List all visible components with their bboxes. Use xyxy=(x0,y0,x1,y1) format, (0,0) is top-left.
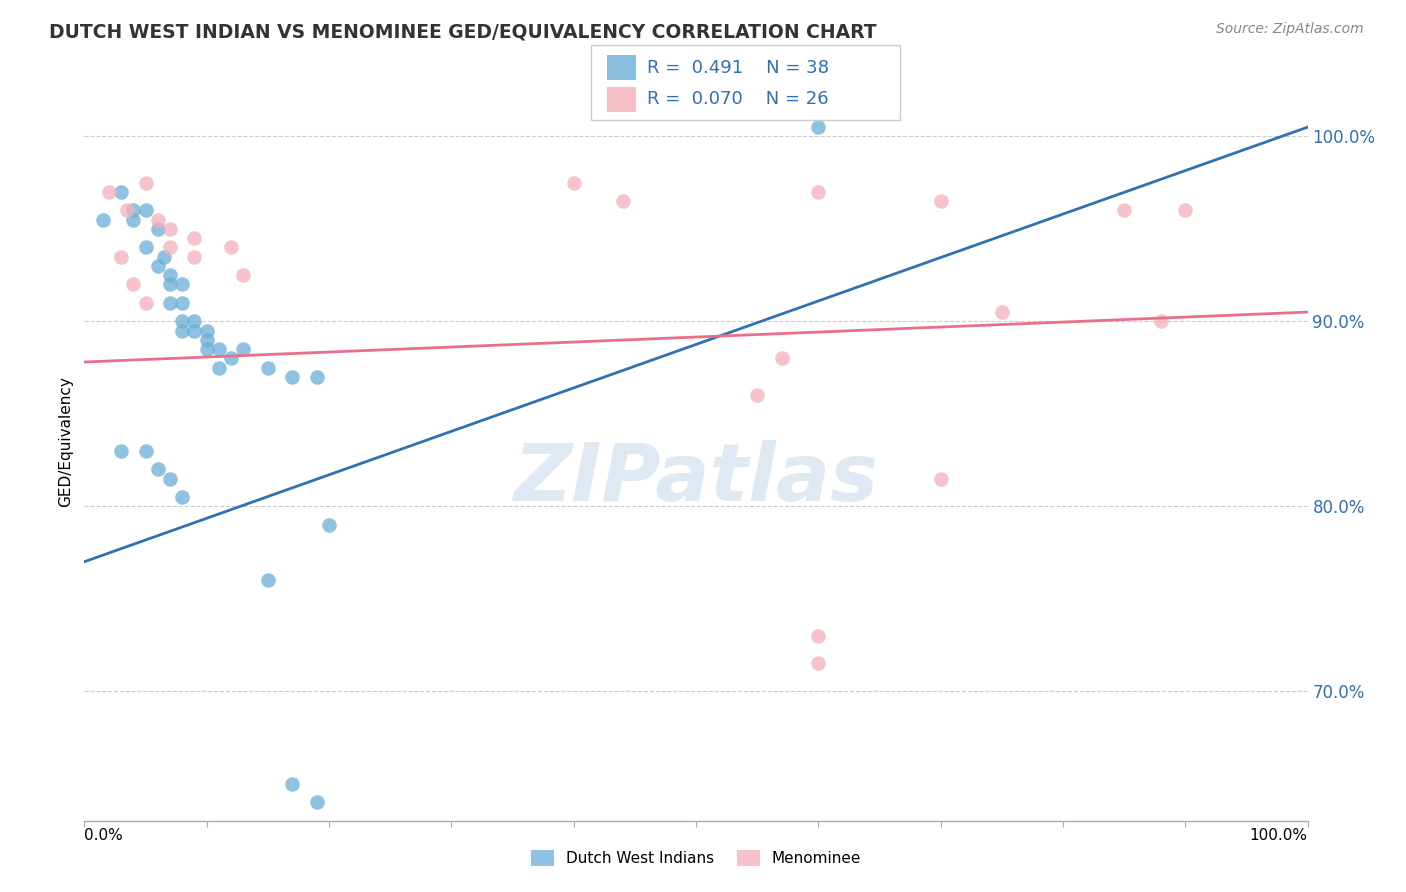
Point xyxy=(281,369,304,384)
Point xyxy=(195,333,218,347)
Text: R =  0.070    N = 26: R = 0.070 N = 26 xyxy=(647,90,828,108)
Point xyxy=(807,629,830,643)
Legend: Dutch West Indians, Menominee: Dutch West Indians, Menominee xyxy=(523,842,869,873)
Point xyxy=(1150,314,1173,328)
Point xyxy=(257,573,280,587)
Point xyxy=(153,250,176,264)
Point xyxy=(257,360,280,375)
Text: ZIPatlas: ZIPatlas xyxy=(513,441,879,518)
Point xyxy=(159,222,181,236)
Point xyxy=(135,176,157,190)
Point xyxy=(159,277,181,292)
Point xyxy=(562,176,585,190)
Point xyxy=(146,462,169,476)
Point xyxy=(770,351,793,366)
Point xyxy=(159,296,181,310)
Point xyxy=(807,120,830,135)
Point xyxy=(110,185,132,199)
Point xyxy=(91,212,114,227)
Point xyxy=(172,324,194,338)
Text: DUTCH WEST INDIAN VS MENOMINEE GED/EQUIVALENCY CORRELATION CHART: DUTCH WEST INDIAN VS MENOMINEE GED/EQUIV… xyxy=(49,22,877,41)
Point xyxy=(122,203,145,218)
Point xyxy=(929,194,952,208)
Point xyxy=(305,795,328,809)
Point xyxy=(115,203,138,218)
Point xyxy=(219,351,242,366)
Point xyxy=(807,185,830,199)
Point xyxy=(146,259,169,273)
Point xyxy=(135,240,157,254)
Point xyxy=(208,360,231,375)
Text: Source: ZipAtlas.com: Source: ZipAtlas.com xyxy=(1216,22,1364,37)
Point xyxy=(281,777,304,791)
Text: 100.0%: 100.0% xyxy=(1250,828,1308,843)
Point xyxy=(146,212,169,227)
Point xyxy=(146,222,169,236)
Point xyxy=(172,314,194,328)
Point xyxy=(159,471,181,485)
Point xyxy=(172,277,194,292)
Point xyxy=(219,240,242,254)
Point xyxy=(183,250,205,264)
Text: 0.0%: 0.0% xyxy=(84,828,124,843)
Point xyxy=(183,314,205,328)
Point xyxy=(612,194,634,208)
Point xyxy=(97,185,120,199)
Point xyxy=(110,443,132,458)
Point xyxy=(747,388,769,402)
Point xyxy=(172,296,194,310)
Y-axis label: GED/Equivalency: GED/Equivalency xyxy=(58,376,73,507)
Point xyxy=(208,342,231,356)
Point xyxy=(183,231,205,245)
Point xyxy=(1174,203,1197,218)
Point xyxy=(135,443,157,458)
Point xyxy=(991,305,1014,319)
Point xyxy=(195,342,218,356)
Point xyxy=(135,296,157,310)
Point xyxy=(929,471,952,485)
Point xyxy=(232,268,254,282)
Point xyxy=(1114,203,1136,218)
Point xyxy=(183,324,205,338)
Point xyxy=(110,250,132,264)
Point xyxy=(159,268,181,282)
Point xyxy=(122,212,145,227)
Point xyxy=(232,342,254,356)
Point xyxy=(122,277,145,292)
Point xyxy=(172,490,194,504)
Point xyxy=(159,240,181,254)
Text: R =  0.491    N = 38: R = 0.491 N = 38 xyxy=(647,59,828,77)
Point xyxy=(135,203,157,218)
Point xyxy=(305,369,328,384)
Point xyxy=(318,517,340,532)
Point xyxy=(195,324,218,338)
Point xyxy=(807,657,830,671)
